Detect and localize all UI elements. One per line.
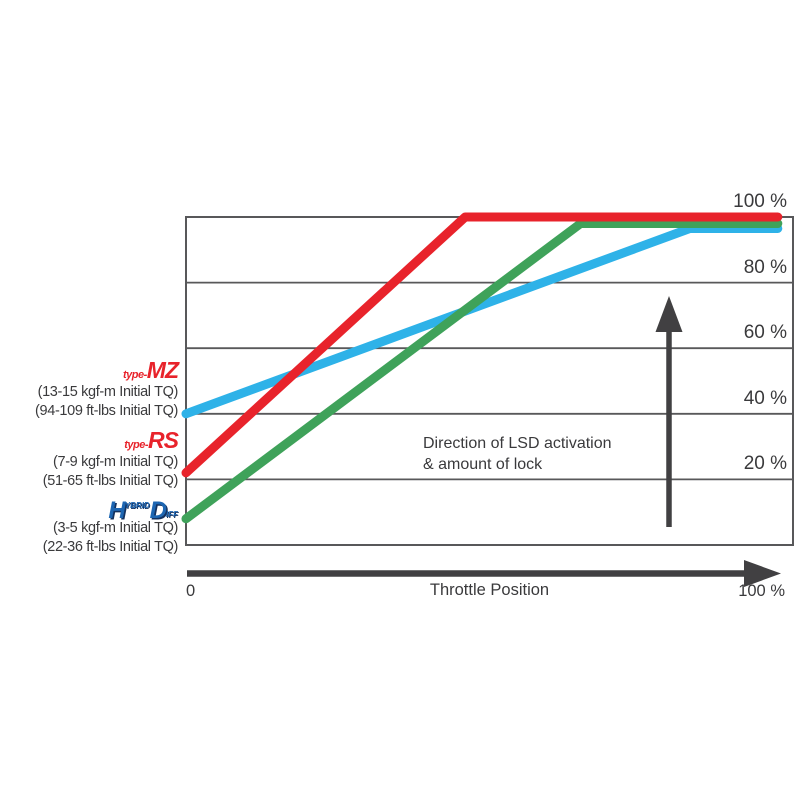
type-rs-logo-prefix: type- — [124, 439, 149, 451]
type-rs-logo-name: RS — [148, 427, 179, 453]
type-mz-logo-prefix: type- — [123, 369, 147, 381]
x-axis-title: Throttle Position — [429, 581, 550, 599]
throttle-axis-arrowhead-icon — [744, 560, 781, 587]
x-axis-min-label: 0 — [186, 582, 196, 600]
hybrid-diff-logo: HYBRIDDIFF — [43, 493, 178, 524]
y-tick-label-80: 80 % — [743, 256, 787, 278]
y-tick-label-60: 60 % — [743, 322, 787, 344]
legend-item-type-mz: type-MZ (13-15 kgf-m Initial TQ) (94-109… — [35, 357, 179, 420]
series-line-HYBRID-Diff — [181, 219, 783, 524]
hybrid-diff-logo-d: D — [149, 497, 167, 524]
type-rs-torque-ftlbs: (51-65 ft-lbs Initial TQ) — [42, 472, 179, 489]
hybrid-diff-logo-iff: IFF — [166, 510, 178, 519]
hybrid-diff-logo-h: H — [108, 497, 125, 524]
type-mz-torque-kgf: (13-15 kgf-m Initial TQ) — [37, 384, 179, 400]
type-mz-torque-ftlbs: (94-109 ft-lbs Initial TQ) — [35, 402, 178, 419]
type-rs-logo: type-RS — [43, 427, 179, 453]
x-axis-max-label: 100 % — [738, 582, 785, 600]
hybrid-diff-torque-ftlbs: (22-36 ft-lbs Initial TQ) — [42, 538, 179, 555]
y-tick-label-20: 20 % — [743, 453, 787, 475]
lsd-direction-arrowhead-icon — [655, 296, 683, 332]
legend-item-hybrid-diff: HYBRIDDIFF (3-5 kgf-m Initial TQ) (22-36… — [42, 493, 179, 556]
annotation-line-1: Direction of LSD activation — [423, 435, 612, 452]
gridlines-layer — [186, 281, 793, 481]
y-tick-label-40: 40 % — [743, 387, 787, 409]
type-mz-logo-name: MZ — [146, 357, 179, 383]
hybrid-diff-torque-kgf: (3-5 kgf-m Initial TQ) — [53, 520, 178, 536]
legend-item-type-rs: type-RS (7-9 kgf-m Initial TQ) (51-65 ft… — [42, 427, 179, 490]
annotation-direction-of-lsd: Direction of LSD activation & amount of … — [423, 433, 612, 475]
series-line-type-RS — [181, 212, 783, 478]
series-line-type-MZ — [181, 223, 783, 419]
type-mz-logo: type-MZ — [35, 357, 179, 383]
hybrid-diff-logo-ybrid: YBRID — [124, 501, 150, 510]
y-tick-label-100: 100 % — [733, 191, 787, 212]
series-lines-layer — [181, 212, 783, 524]
annotation-line-2: & amount of lock — [423, 456, 543, 473]
type-rs-torque-kgf: (7-9 kgf-m Initial TQ) — [53, 454, 178, 470]
